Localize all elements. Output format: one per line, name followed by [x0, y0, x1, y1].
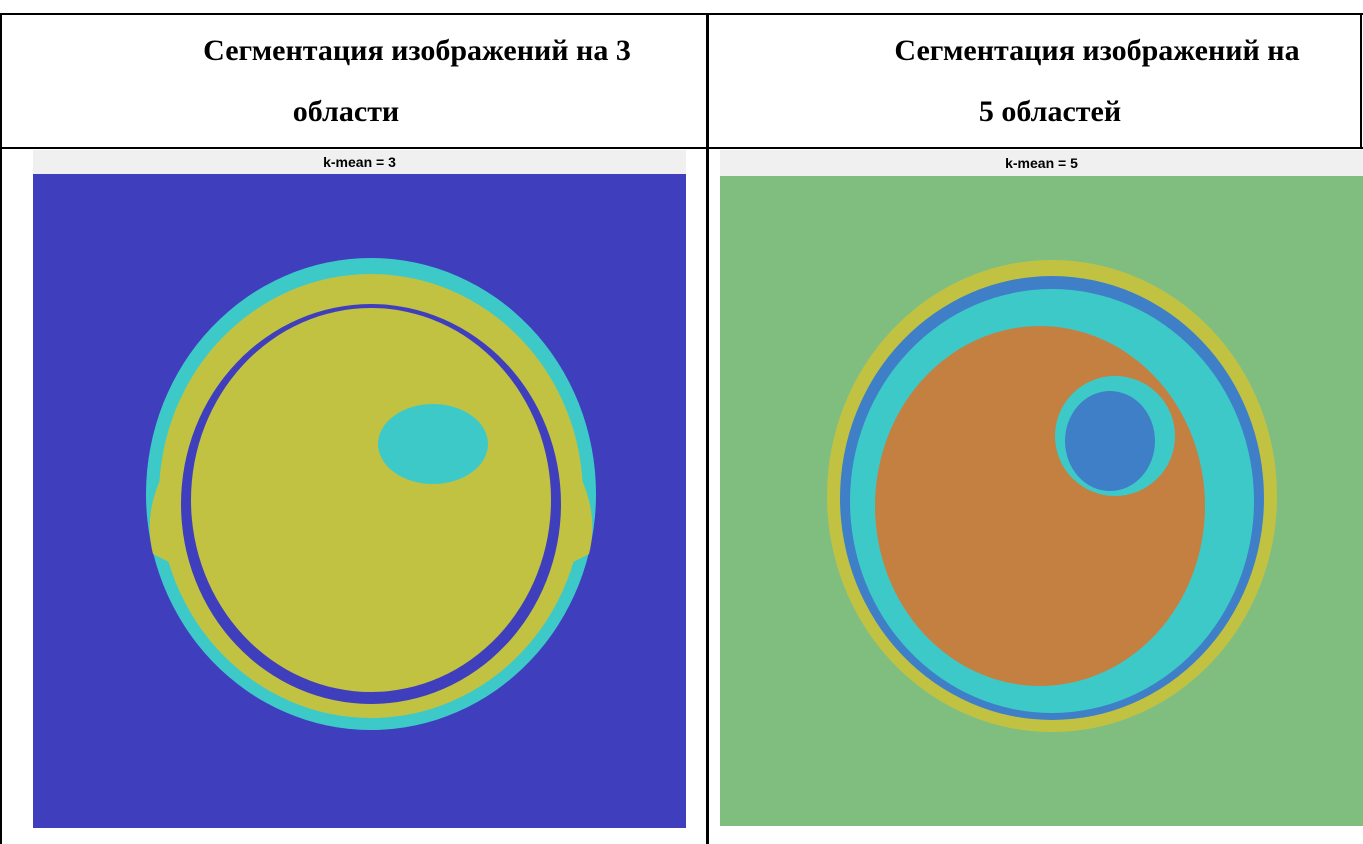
border-left: [0, 13, 2, 844]
header-line: Сегментация изображений на 3: [203, 33, 631, 69]
image-title: k-mean = 5: [720, 150, 1363, 176]
image-title: k-mean = 3: [33, 150, 686, 174]
segmentation-image: [720, 176, 1363, 826]
border-top: [0, 13, 1363, 15]
border-row: [0, 147, 1363, 149]
header-line: области: [293, 94, 399, 130]
segmentation-image: [33, 174, 686, 828]
border-mid: [706, 13, 709, 844]
header-line: Сегментация изображений на: [894, 33, 1299, 69]
border-right: [1360, 13, 1362, 148]
header-line: 5 областей: [979, 94, 1121, 130]
page: {"table":{"header":[{"lines":["Сегментац…: [0, 0, 1363, 844]
